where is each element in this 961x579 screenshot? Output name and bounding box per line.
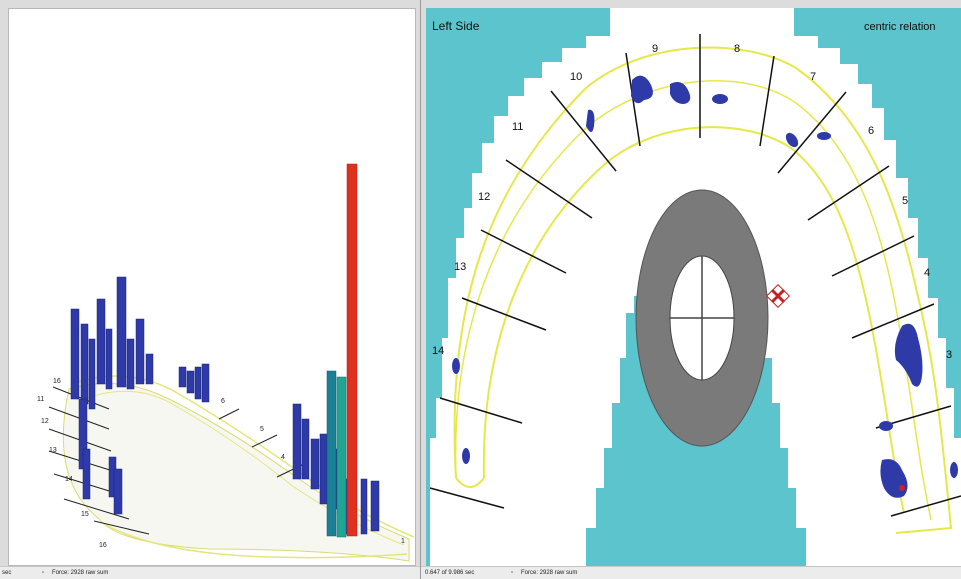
force-bar — [301, 418, 310, 480]
peak-force-bar — [346, 163, 358, 537]
contact-blob — [462, 448, 470, 464]
contact-blobs — [452, 75, 958, 498]
tooth-label: 14 — [65, 476, 73, 483]
status-bar-left: sec ▫ Force: 2928 raw sum — [0, 566, 420, 579]
tooth-label: 5 — [902, 195, 908, 207]
status-force: Force: 2928 raw sum — [521, 570, 578, 576]
force-icon: ▫ — [42, 570, 45, 576]
force-bar — [113, 468, 123, 515]
tooth-label: 13 — [454, 261, 466, 273]
arch-surface — [62, 382, 410, 562]
tooth-label: 13 — [49, 447, 57, 454]
force-bar — [126, 338, 135, 390]
force-bar — [310, 438, 320, 490]
force-bar — [186, 370, 195, 394]
tooth-label: 16 — [99, 542, 107, 549]
contact-blob — [879, 421, 893, 431]
force-bar-teal — [326, 370, 337, 537]
arch-outline-outer — [453, 46, 953, 534]
tooth-label: 12 — [478, 191, 490, 203]
tooth-label: 11 — [37, 396, 44, 403]
force-3d-view[interactable]: 16 11 12 13 14 15 16 6 5 4 1 — [8, 8, 416, 566]
force-bar-green — [336, 376, 347, 538]
mode-label: centric relation — [864, 21, 936, 33]
tooth-label: 16 — [53, 378, 61, 385]
force-bar — [82, 448, 91, 500]
pane-splitter[interactable] — [420, 0, 421, 579]
tooth-divisions — [429, 34, 961, 517]
force-bar — [70, 308, 80, 400]
contact-blob — [670, 82, 691, 104]
contact-blob — [950, 462, 958, 478]
force-bar — [145, 353, 154, 385]
force-bar — [201, 363, 210, 403]
force-bar — [292, 403, 302, 480]
tooth-label: 8 — [734, 43, 740, 55]
contact-blob — [452, 358, 460, 374]
tooth-label: 14 — [432, 345, 444, 357]
tooth-label: 5 — [260, 426, 264, 433]
tooth-label: 6 — [221, 398, 225, 405]
force-bar — [96, 298, 106, 385]
contact-blob — [785, 132, 799, 148]
tooth-label: 1 — [401, 538, 405, 545]
status-force: Force: 2928 raw sum — [52, 570, 109, 576]
tooth-label: 7 — [810, 71, 816, 83]
contact-blob — [817, 132, 831, 140]
force-bar — [178, 366, 187, 388]
force-bar — [370, 480, 380, 532]
center-of-force-marker[interactable] — [765, 283, 791, 309]
tooth-label: 6 — [868, 125, 874, 137]
arch-outline-inner — [482, 126, 905, 514]
tooth-label: 4 — [281, 454, 285, 461]
arch-cap-left — [455, 477, 485, 488]
force-bar — [80, 323, 89, 405]
status-unit: sec — [2, 570, 12, 576]
hotspot-marker — [899, 485, 905, 491]
tooth-label: 4 — [924, 267, 930, 279]
force-bar — [116, 276, 127, 388]
force-bar — [319, 433, 328, 505]
contact-blob — [894, 323, 923, 387]
force-bar — [194, 366, 202, 400]
arch-outline-bottom — [103, 523, 408, 559]
tooth-label: 10 — [570, 71, 582, 83]
contact-blob — [631, 75, 653, 104]
status-bar-right: 0.647 of 9.986 sec ▫ Force: 2928 raw sum — [421, 566, 961, 579]
contact-blob — [712, 94, 728, 104]
tooth-label: 15 — [81, 511, 89, 518]
force-bar — [88, 338, 96, 410]
tooth-label: 11 — [512, 121, 523, 133]
contact-map-2d[interactable]: Left Side centric relation 14 13 12 11 1… — [426, 8, 961, 566]
status-time: 0.647 of 9.986 sec — [425, 570, 475, 576]
force-bar — [135, 318, 145, 385]
tooth-label: 3 — [946, 349, 952, 361]
force-bar — [360, 478, 368, 535]
tooth-label: 12 — [41, 418, 49, 425]
contact-blob — [586, 109, 595, 132]
force-bar — [105, 328, 113, 390]
tooth-label: 9 — [652, 43, 658, 55]
side-label: Left Side — [432, 19, 480, 33]
force-icon: ▫ — [511, 570, 514, 576]
